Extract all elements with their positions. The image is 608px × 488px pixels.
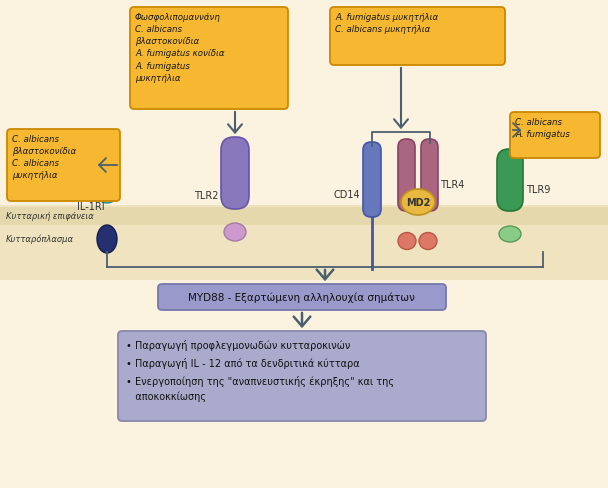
FancyBboxPatch shape	[158, 285, 446, 310]
Text: TLR4: TLR4	[440, 180, 465, 190]
Ellipse shape	[96, 165, 118, 185]
Text: CD14: CD14	[333, 190, 360, 200]
FancyBboxPatch shape	[118, 331, 486, 421]
Text: TLR9: TLR9	[526, 184, 550, 195]
Text: • Ενεργοποίηση της "αναπνευστικής έκρηξης" και της: • Ενεργοποίηση της "αναπνευστικής έκρηξη…	[126, 375, 394, 386]
Text: Κυτταρόπλασμα: Κυτταρόπλασμα	[6, 234, 74, 243]
Ellipse shape	[499, 226, 521, 243]
Text: Φωσφολιπομαννάνη
C. albicans
βλαστοκονίδια
A. fumigatus κονίδια
A. fumigatus
μυκ: Φωσφολιπομαννάνη C. albicans βλαστοκονίδ…	[135, 13, 224, 82]
FancyBboxPatch shape	[130, 8, 288, 110]
FancyBboxPatch shape	[330, 8, 505, 66]
Ellipse shape	[96, 183, 118, 203]
FancyBboxPatch shape	[421, 140, 438, 212]
Text: IL-1RI: IL-1RI	[77, 202, 105, 212]
Text: • Παραγωγή IL - 12 από τα δενδριτικά κύτταρα: • Παραγωγή IL - 12 από τα δενδριτικά κύτ…	[126, 357, 359, 368]
Text: αποκοκκίωσης: αποκοκκίωσης	[126, 391, 206, 402]
Ellipse shape	[224, 224, 246, 242]
Ellipse shape	[398, 233, 416, 250]
FancyBboxPatch shape	[497, 150, 523, 212]
FancyBboxPatch shape	[221, 138, 249, 209]
Text: C. albicans
βλαστοκονίδια
C. albicans
μυκητήλια: C. albicans βλαστοκονίδια C. albicans μυ…	[12, 135, 76, 180]
FancyBboxPatch shape	[7, 130, 120, 202]
FancyBboxPatch shape	[398, 140, 415, 212]
Bar	[0, 207, 608, 225]
Text: A. fumigatus μυκητήλια
C. albicans μυκητήλια: A. fumigatus μυκητήλια C. albicans μυκητ…	[335, 13, 438, 34]
Ellipse shape	[96, 148, 118, 168]
Bar	[0, 205, 608, 281]
Text: MYD88 - Εξαρτώμενη αλληλουχία σημάτων: MYD88 - Εξαρτώμενη αλληλουχία σημάτων	[188, 292, 415, 303]
Text: • Παραγωγή προφλεγμονωδών κυτταροκινών: • Παραγωγή προφλεγμονωδών κυτταροκινών	[126, 339, 350, 350]
Text: MD2: MD2	[406, 198, 430, 207]
FancyBboxPatch shape	[510, 113, 600, 159]
Text: Κυτταρική επιφάνεια: Κυτταρική επιφάνεια	[6, 212, 94, 221]
Text: TLR2: TLR2	[195, 191, 219, 201]
Ellipse shape	[419, 233, 437, 250]
Text: C. albicans
A. fumigatus: C. albicans A. fumigatus	[515, 118, 570, 139]
FancyBboxPatch shape	[363, 142, 381, 218]
Ellipse shape	[97, 225, 117, 253]
Ellipse shape	[401, 190, 435, 216]
